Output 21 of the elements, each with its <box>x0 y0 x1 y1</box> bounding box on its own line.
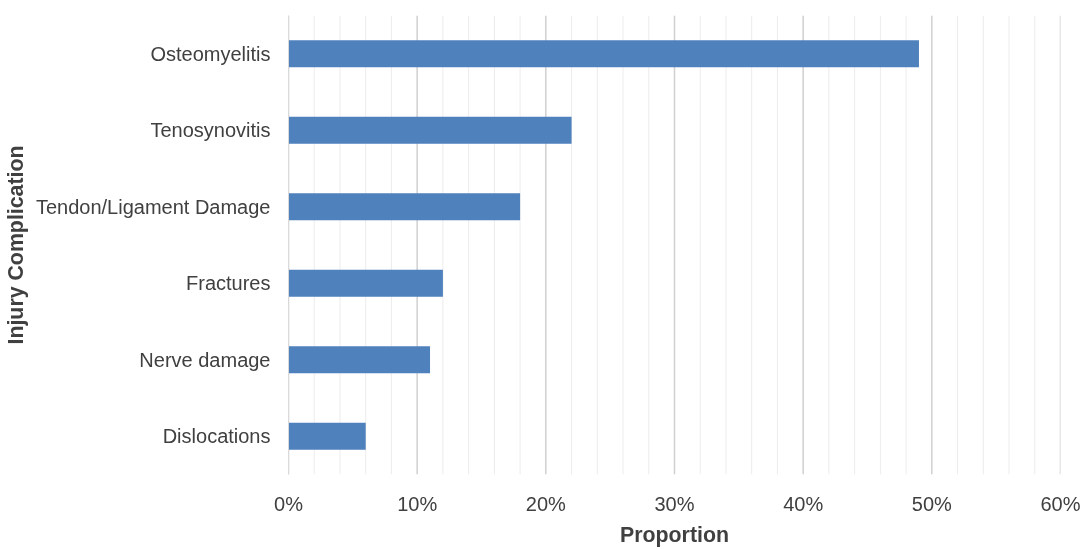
x-tick-label: 20% <box>525 492 567 515</box>
y-tick-label: Tendon/Ligament Damage <box>35 195 271 218</box>
x-tick-label: 30% <box>654 492 695 515</box>
bar <box>288 193 521 221</box>
x-axis-title: Proportion <box>620 522 729 547</box>
x-tick-label: 10% <box>397 492 438 515</box>
y-tick-label: Tenosynovitis <box>150 119 271 142</box>
bar <box>288 422 366 450</box>
y-tick-label: Osteomyelitis <box>150 42 271 65</box>
x-tick-label: 60% <box>1040 492 1081 515</box>
y-tick-label: Nerve damage <box>139 348 271 371</box>
bar <box>288 40 919 68</box>
x-tick-label: 50% <box>911 492 953 515</box>
x-tick-label: 40% <box>783 492 824 515</box>
y-axis-title: Injury Complication <box>3 145 28 345</box>
y-tick-label: Dislocations <box>162 425 271 448</box>
bar <box>288 116 572 144</box>
x-tick-label: 0% <box>274 492 304 515</box>
bar <box>288 269 443 297</box>
bar <box>288 346 431 374</box>
y-tick-label: Fractures <box>186 272 271 295</box>
